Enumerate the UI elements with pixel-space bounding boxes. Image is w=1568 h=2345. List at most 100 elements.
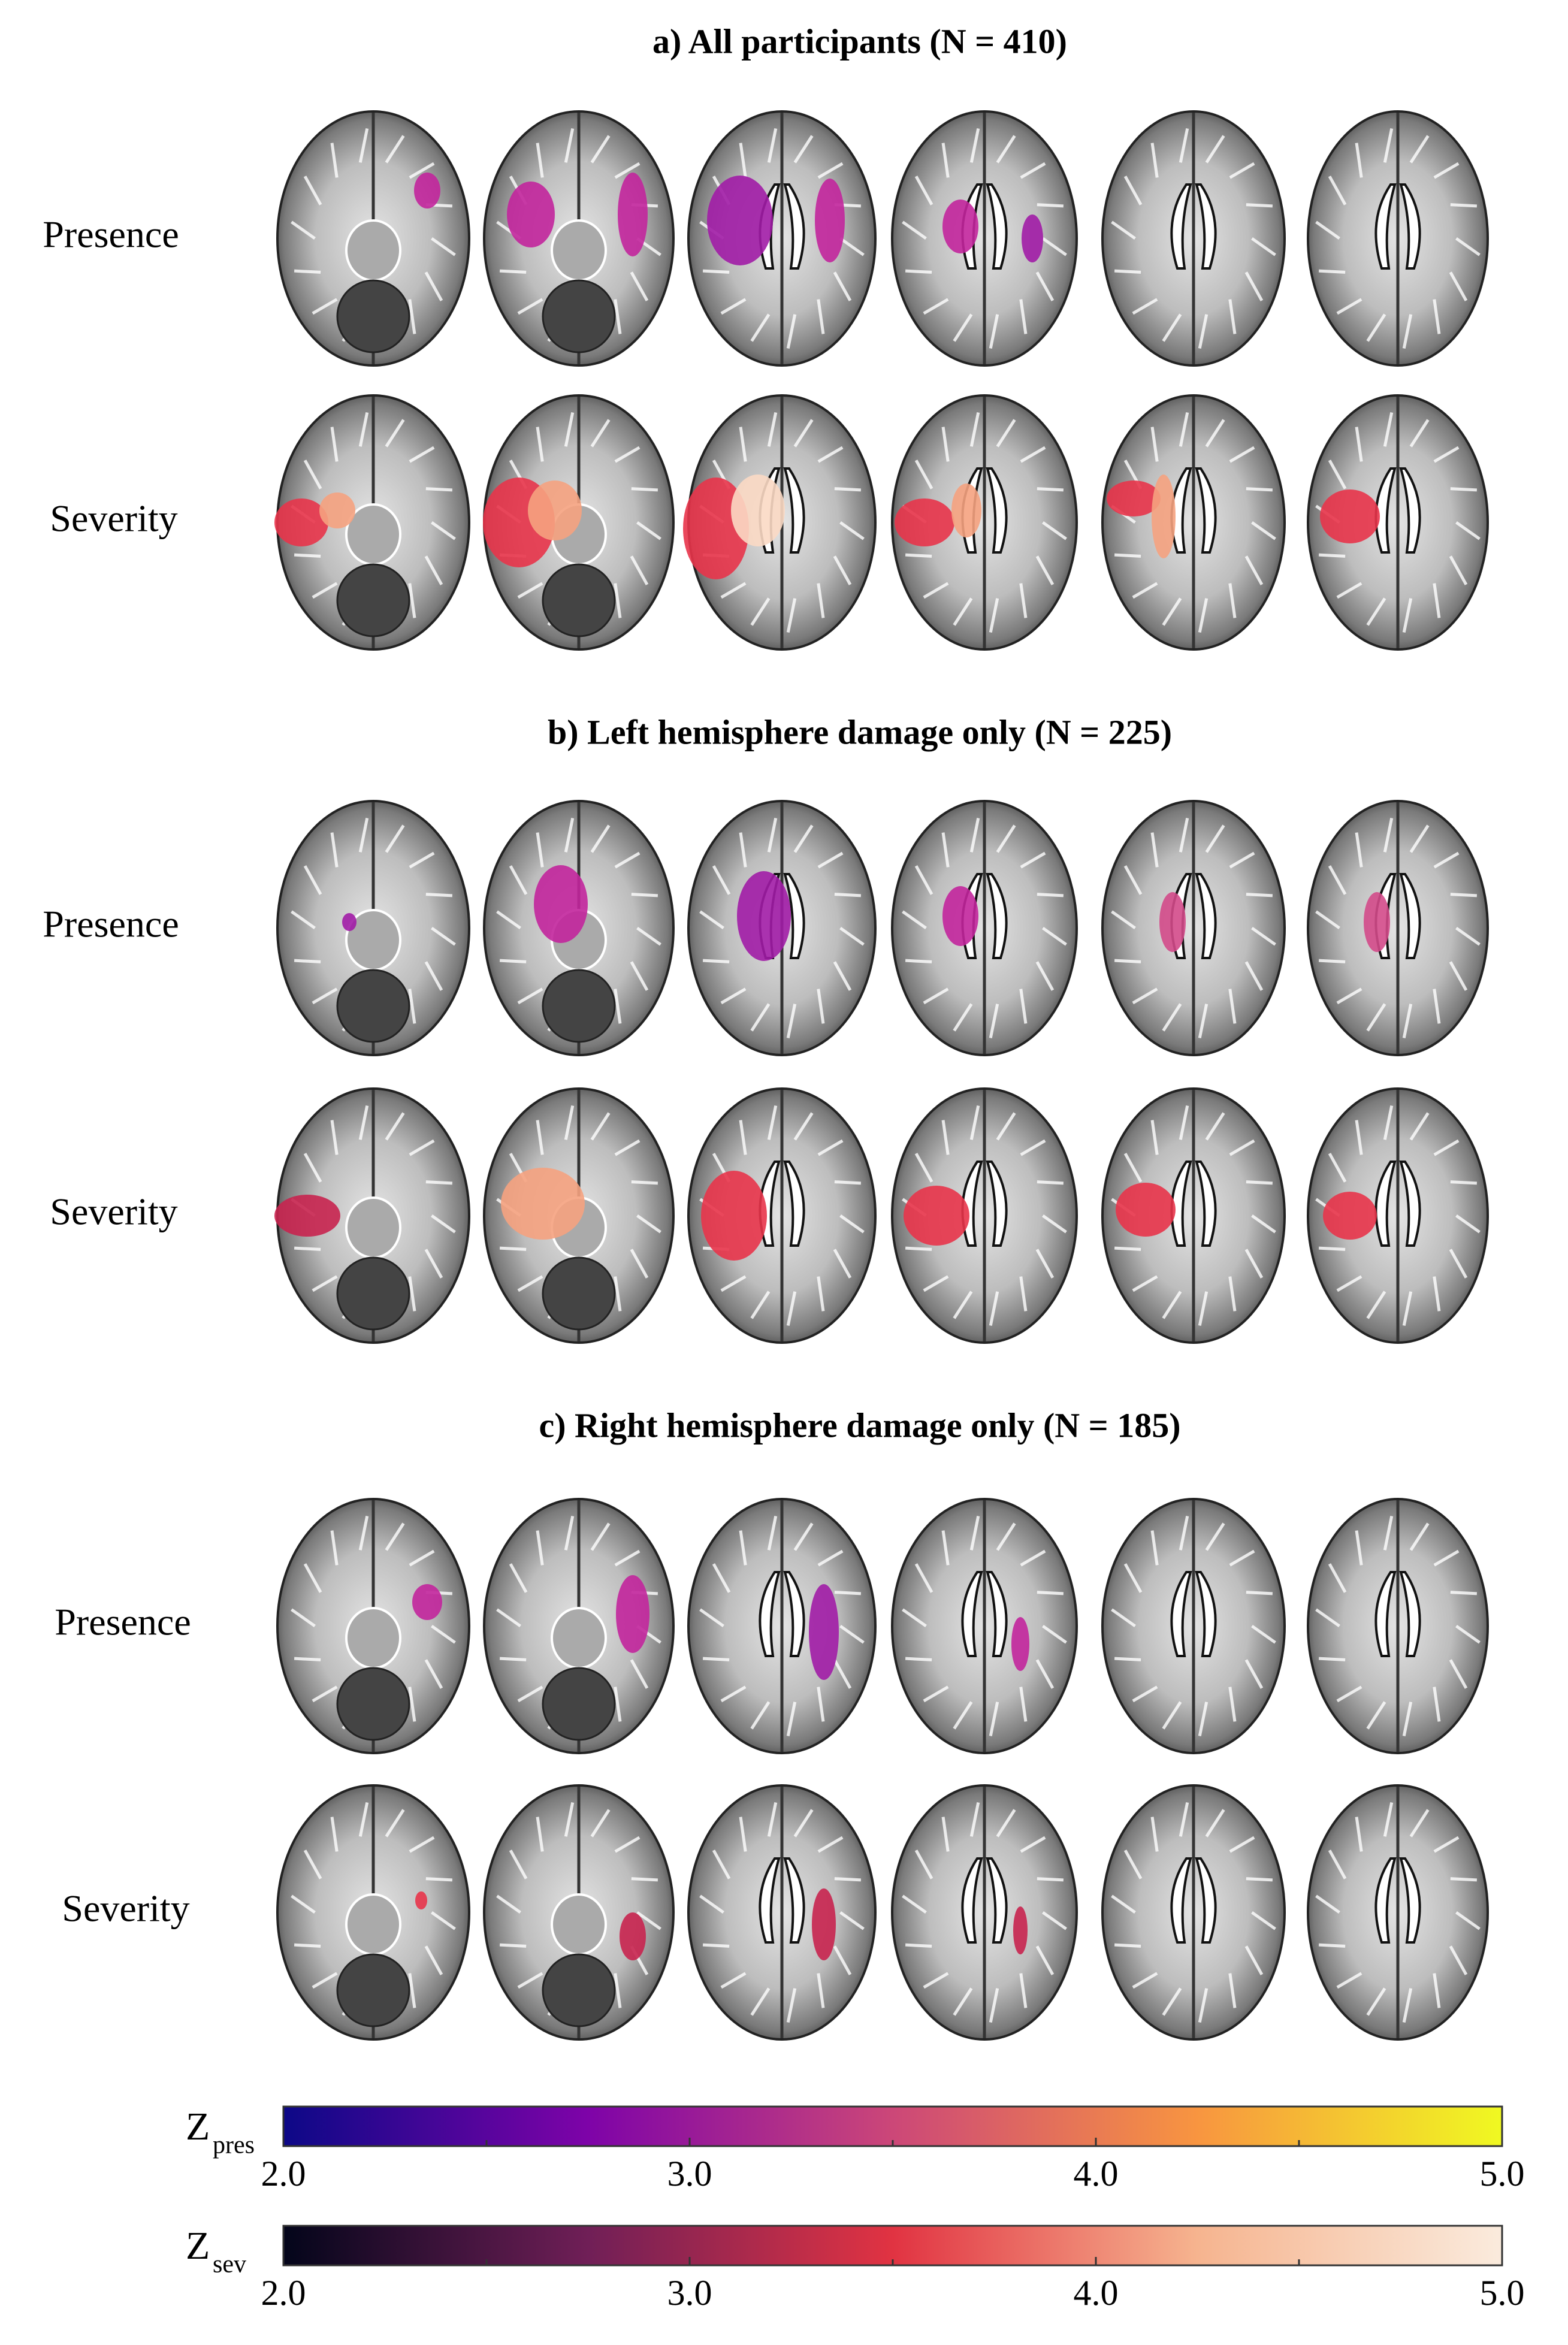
sulcus	[702, 1943, 730, 1948]
sulcus	[424, 1659, 443, 1689]
sulcus	[499, 1657, 527, 1661]
sulcus	[385, 419, 405, 448]
sulcus	[839, 926, 865, 946]
sulcus	[425, 893, 453, 897]
sulcus	[1150, 832, 1159, 868]
sulcus	[1455, 237, 1481, 256]
sulcus	[1228, 583, 1237, 618]
sulcus	[303, 176, 322, 206]
sulcus	[989, 1988, 999, 2023]
sulcus	[1355, 1530, 1363, 1566]
sulcus	[1132, 1685, 1158, 1703]
sulcus	[499, 1246, 527, 1251]
ventricle	[1399, 873, 1421, 959]
sulcus	[1251, 237, 1276, 256]
sulcus	[739, 427, 747, 462]
sulcus	[517, 1275, 543, 1292]
sulcus	[312, 1972, 338, 1989]
sulcus	[817, 1276, 825, 1311]
overlay	[414, 173, 440, 208]
sulcus	[1205, 1522, 1225, 1551]
sulcus	[1244, 555, 1264, 585]
sulcus	[385, 1809, 405, 1838]
sulcus	[1402, 1988, 1413, 2023]
sulcus	[1198, 1988, 1209, 2023]
sulcus	[1328, 1153, 1347, 1183]
sulcus	[969, 1802, 980, 1837]
sulcus	[1228, 299, 1237, 334]
sulcus	[1402, 314, 1413, 349]
sulcus	[424, 1945, 443, 1975]
colorbar-symbol: Z	[186, 2224, 210, 2268]
overlay	[707, 176, 773, 265]
sulcus	[1336, 298, 1362, 315]
sulcus	[793, 135, 814, 164]
sulcus	[941, 1120, 950, 1155]
sulcus	[1328, 865, 1347, 895]
sulcus	[1042, 1911, 1067, 1930]
sulcus	[767, 1802, 778, 1837]
sulcus	[536, 832, 544, 868]
sulcus	[1123, 176, 1143, 206]
overlay	[319, 492, 355, 528]
overlay	[895, 498, 954, 546]
sulcus	[330, 832, 339, 868]
ventricle	[1195, 1571, 1217, 1657]
ventricle	[1399, 1161, 1421, 1247]
sulcus	[425, 1877, 453, 1882]
sulcus	[1366, 1291, 1386, 1319]
sulcus	[1132, 582, 1158, 599]
sulcus	[750, 1987, 771, 2016]
sulcus	[1449, 961, 1468, 991]
sulcus	[923, 1972, 949, 1989]
sulcus	[1162, 1003, 1182, 1032]
sulcus	[614, 162, 641, 179]
sulcus	[1450, 203, 1478, 208]
sulcus	[358, 818, 369, 853]
sulcus	[631, 1877, 658, 1882]
sulcus	[425, 1180, 453, 1185]
sulcus	[786, 314, 797, 349]
sulcus	[833, 271, 852, 301]
ventricle	[1399, 1857, 1421, 1944]
sulcus	[941, 427, 950, 462]
brain-slice	[1307, 1784, 1489, 2041]
sulcus	[1409, 135, 1430, 164]
sulcus	[564, 818, 575, 853]
sulcus	[614, 1687, 622, 1722]
panel-title: c) Right hemisphere damage only (N = 185…	[539, 1406, 1180, 1445]
brain-slice	[891, 394, 1078, 651]
sulcus	[614, 1276, 622, 1311]
sulcus	[834, 1591, 862, 1595]
sulcus	[1162, 313, 1182, 342]
cerebellum	[336, 1953, 410, 2027]
sulcus	[767, 1516, 778, 1551]
sulcus	[989, 314, 999, 349]
sulcus	[996, 419, 1016, 448]
overlay	[534, 865, 588, 943]
sulcus	[739, 832, 747, 868]
sulcus	[989, 598, 999, 633]
sulcus	[330, 143, 339, 178]
row-label: Presence	[43, 213, 179, 256]
sulcus	[1318, 959, 1346, 963]
overlay	[951, 483, 981, 537]
sulcus	[1409, 1112, 1430, 1141]
sulcus	[1251, 926, 1276, 946]
sulcus	[536, 1817, 544, 1852]
brainstem	[551, 219, 607, 282]
overlay	[412, 1584, 442, 1620]
sulcus	[1114, 959, 1141, 963]
sulcus	[1328, 460, 1347, 489]
sulcus	[1355, 832, 1363, 868]
sulcus	[1366, 597, 1386, 626]
sulcus	[408, 989, 416, 1024]
sulcus	[817, 1973, 825, 2008]
sulcus	[1336, 1275, 1362, 1292]
sulcus	[1383, 1516, 1394, 1551]
sulcus	[424, 1249, 443, 1279]
ventricle	[986, 873, 1008, 959]
sulcus	[1433, 989, 1441, 1024]
row-label: Severity	[50, 1190, 177, 1233]
sulcus	[1132, 1972, 1158, 1989]
